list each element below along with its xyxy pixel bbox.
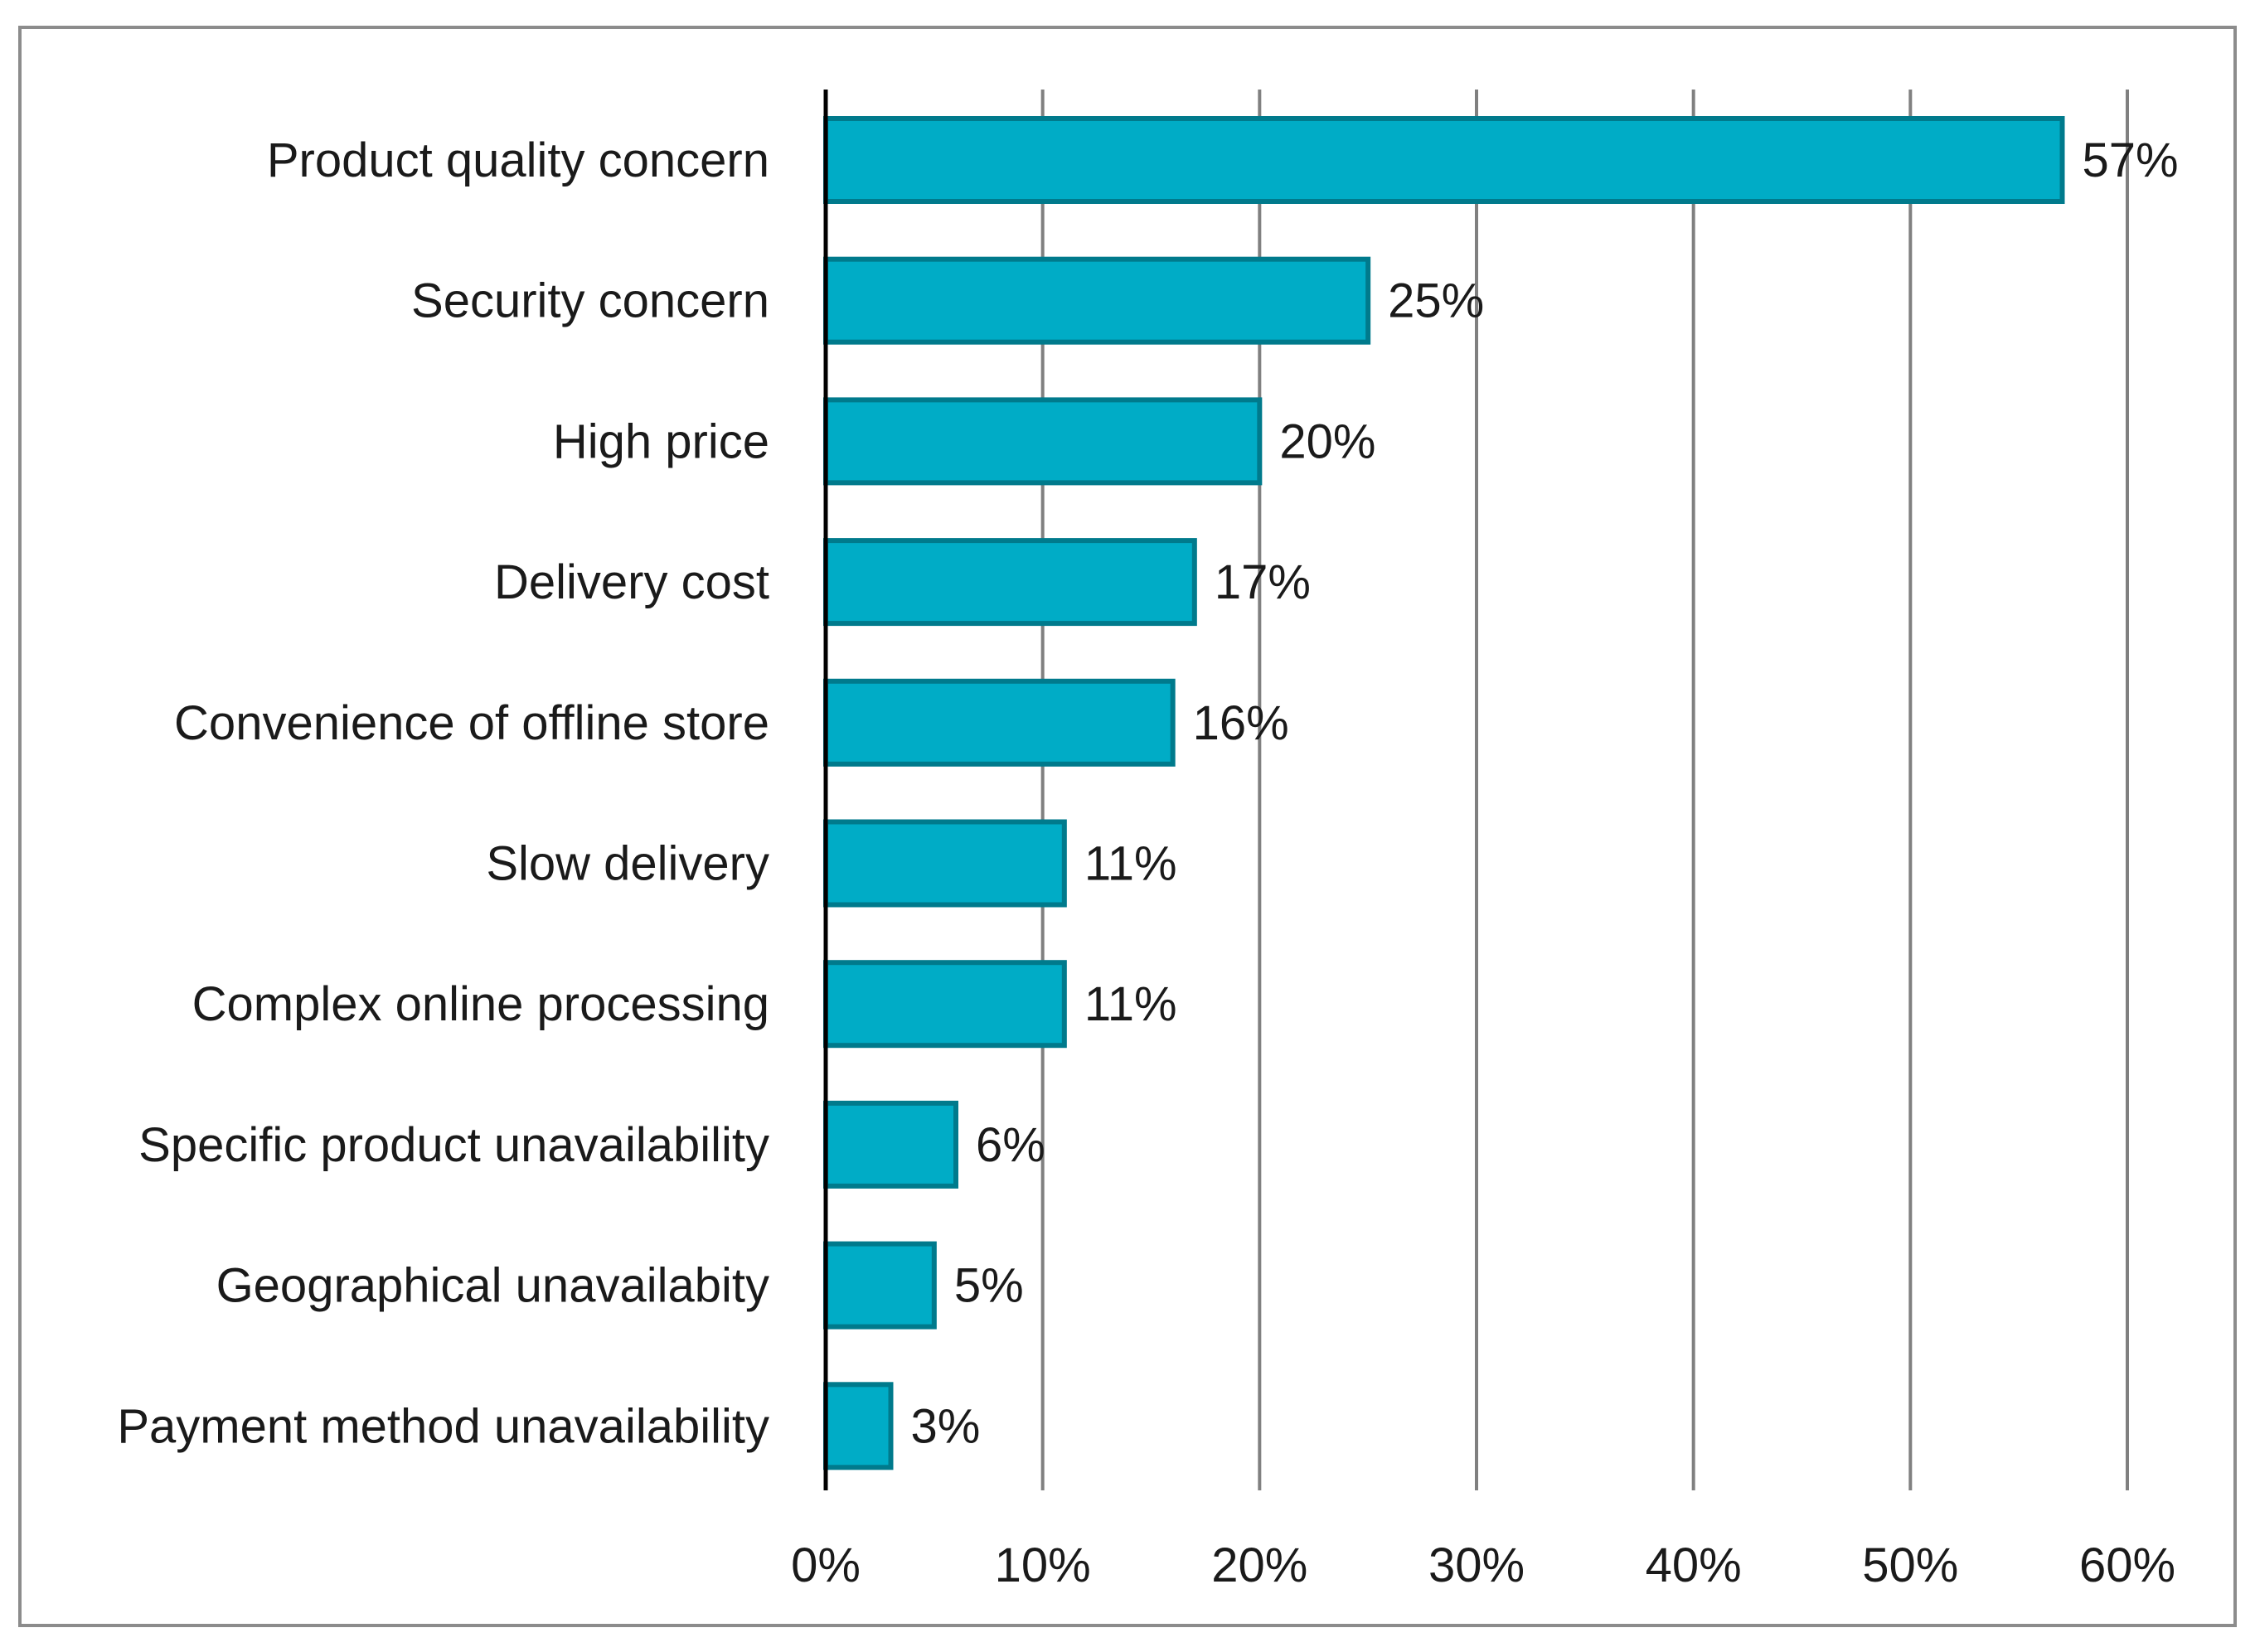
bars [823,116,2065,1470]
data-label: 11% [1084,977,1177,1031]
category-label: Security concern [411,274,769,328]
data-label: 16% [1193,696,1289,750]
labels: 0% 10% 20% 30% 40% 50% 60% Product quality conc… [117,133,2178,1592]
bar [823,116,2065,204]
category-label: Convenience of offline store [174,696,769,750]
bar [823,960,1067,1049]
data-label: 3% [911,1399,981,1453]
bar [823,1241,937,1330]
x-tick-label: 0% [791,1538,861,1592]
x-tick-label: 40% [1646,1538,1742,1592]
category-label: Delivery cost [494,555,769,609]
category-label: Specific product unavailability [138,1118,769,1172]
data-label: 25% [1388,274,1484,328]
data-label: 17% [1215,555,1311,609]
x-tick-label: 10% [995,1538,1091,1592]
bar [823,819,1067,908]
data-label: 11% [1084,837,1177,891]
x-tick-label: 50% [1862,1538,1958,1592]
data-label: 20% [1279,414,1375,468]
category-label: Product quality concern [267,133,769,187]
category-label: Payment method unavailability [117,1399,769,1453]
bar [823,1382,894,1470]
bar [823,256,1371,345]
x-tick-label: 20% [1211,1538,1307,1592]
x-tick-label: 60% [2079,1538,2175,1592]
category-label: High price [553,414,769,468]
x-tick-label: 30% [1428,1538,1525,1592]
bar [823,538,1197,627]
category-label: Geographical unavailabity [216,1259,769,1313]
category-label: Slow delivery [486,837,769,891]
bar [823,397,1263,486]
data-label: 57% [2083,133,2179,187]
data-label: 5% [954,1259,1024,1313]
category-label: Complex online processing [192,977,769,1031]
data-label: 6% [976,1118,1045,1172]
bar [823,678,1176,767]
bar [823,1100,958,1189]
